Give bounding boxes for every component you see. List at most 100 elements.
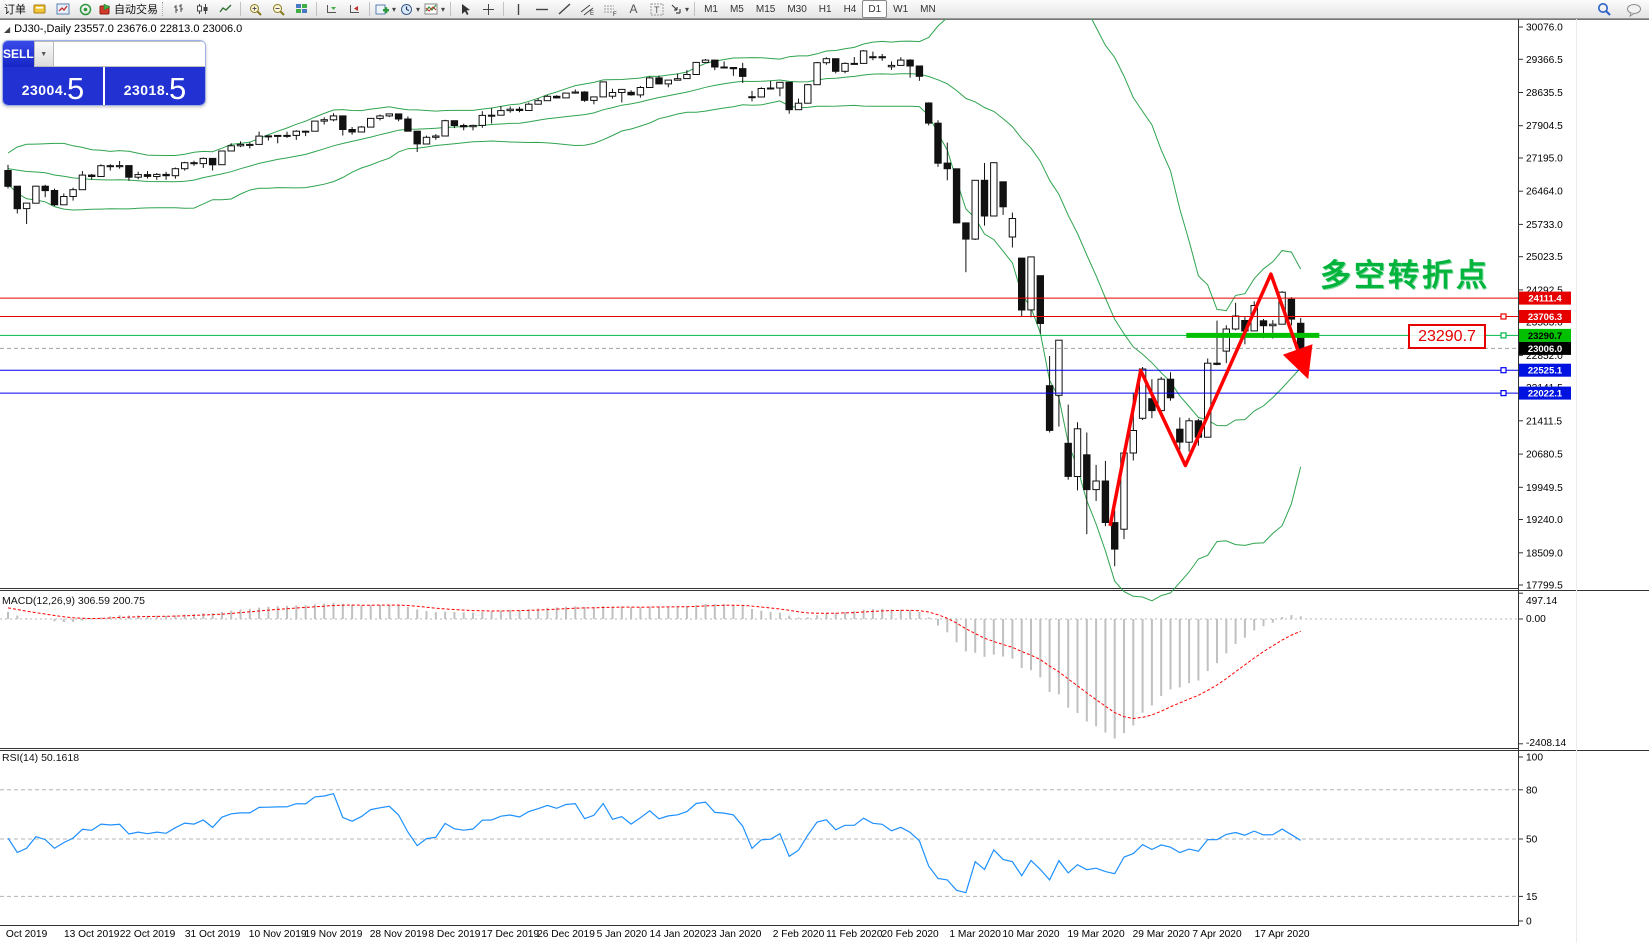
candle (376, 115, 384, 119)
line-chart-icon[interactable] (214, 1, 237, 18)
dropdown-caret-icon: ▾ (392, 4, 397, 14)
timeframe-M30[interactable]: M30 (787, 3, 807, 15)
candle (776, 81, 784, 89)
candle (980, 179, 989, 217)
bar-chart-icon[interactable] (168, 1, 191, 18)
order-button[interactable]: 订单 (2, 1, 28, 18)
charts-window-icon[interactable] (51, 1, 74, 18)
svg-text:23706.3: 23706.3 (1528, 312, 1562, 323)
main-toolbar: 订单 自动交易 (0, 0, 1649, 19)
timeframe-H1[interactable]: H1 (818, 3, 832, 15)
svg-text:22022.1: 22022.1 (1528, 389, 1563, 400)
svg-text:80: 80 (1526, 785, 1538, 796)
candle (906, 59, 914, 67)
trendline-tool[interactable] (553, 1, 576, 18)
timeframe-W1[interactable]: W1 (893, 3, 909, 15)
candle (813, 62, 821, 86)
indicators-button[interactable]: ▾ (422, 1, 447, 18)
candle (115, 165, 124, 168)
candle (218, 150, 226, 166)
turning-point-annotation[interactable]: 多空转折点 (1320, 258, 1490, 293)
candle (655, 77, 663, 85)
sell-button[interactable]: SELL (3, 41, 34, 67)
timeframe-MN[interactable]: MN (920, 3, 936, 15)
svg-text:T: T (654, 5, 660, 15)
timeframe-M15[interactable]: M15 (755, 3, 776, 15)
new-chart-button[interactable]: ▾ (373, 1, 398, 18)
chart-title: ◢ DJ30-,Daily 23557.0 23676.0 22813.0 23… (4, 23, 242, 35)
candle (134, 174, 142, 178)
candle (162, 173, 170, 177)
timeframe-M1[interactable]: M1 (704, 3, 718, 15)
level-handle[interactable] (1500, 367, 1507, 374)
rsi-panel: 100 80 50 15 0 (0, 753, 1543, 928)
autotrade-button[interactable]: 自动交易 (97, 1, 160, 18)
text-label-tool[interactable]: T (645, 1, 668, 18)
candle (227, 145, 235, 152)
sell-price-int: 23004 (21, 82, 64, 98)
candle (748, 96, 756, 99)
candle (1111, 522, 1119, 550)
price-box-annotation[interactable]: 23290.7 (1408, 324, 1486, 349)
svg-text:24111.4: 24111.4 (1528, 294, 1562, 305)
level-lines-layer (0, 297, 1518, 397)
level-handle[interactable] (1500, 313, 1507, 320)
horizontal-line-tool[interactable] (530, 1, 553, 18)
candle (41, 185, 49, 192)
candle (608, 92, 617, 97)
candle (850, 62, 858, 65)
period-button[interactable]: ▾ (398, 1, 422, 18)
candle (553, 95, 561, 99)
candle (1166, 378, 1175, 399)
svg-text:24292.5: 24292.5 (1526, 285, 1563, 296)
svg-text:25023.5: 25023.5 (1526, 252, 1563, 263)
svg-text:30076.0: 30076.0 (1526, 23, 1563, 34)
text-tool[interactable]: A (629, 2, 638, 16)
crosshair-icon[interactable] (477, 1, 500, 18)
zoom-out-icon[interactable] (267, 1, 290, 18)
sell-price-display[interactable]: 23004. 5 (3, 67, 103, 105)
candle (1287, 298, 1296, 320)
volume-input[interactable] (53, 41, 205, 67)
chat-icon[interactable] (1622, 1, 1645, 18)
vertical-line-tool[interactable] (507, 1, 530, 18)
equidistant-channel-tool[interactable]: E (576, 1, 599, 18)
chart-shift-icon[interactable] (343, 1, 366, 18)
zoom-in-icon[interactable] (244, 1, 267, 18)
signal-icon[interactable] (74, 1, 97, 18)
timeframe-H4[interactable]: H4 (843, 3, 857, 15)
zigzag-annotation[interactable] (1108, 272, 1313, 527)
candlestick-chart-icon[interactable] (191, 1, 214, 18)
new-order-icon[interactable] (28, 1, 51, 18)
cursor-icon[interactable] (454, 1, 477, 18)
search-icon[interactable] (1593, 1, 1616, 18)
svg-text:27195.0: 27195.0 (1526, 154, 1563, 165)
buy-price-display[interactable]: 23018. 5 (105, 67, 205, 105)
candle (878, 56, 886, 59)
svg-text:21411.5: 21411.5 (1526, 416, 1562, 427)
svg-text:13 Oct 2019: 13 Oct 2019 (64, 929, 120, 940)
bollinger-lower (7, 100, 1302, 602)
candle (766, 87, 775, 90)
timeframe-D1[interactable]: D1 (862, 0, 888, 18)
date-axis: Oct 2019 13 Oct 2019 22 Oct 2019 31 Oct 201… (6, 929, 1310, 940)
candle (562, 92, 570, 99)
candle (143, 174, 152, 177)
tile-windows-icon[interactable] (290, 1, 313, 18)
auto-scroll-icon[interactable] (320, 1, 343, 18)
candle (711, 59, 719, 68)
arrows-tool[interactable]: ▾ (668, 1, 691, 18)
svg-text:19 Mar 2020: 19 Mar 2020 (1067, 929, 1125, 940)
candle (990, 162, 998, 217)
svg-text:10 Nov 2019: 10 Nov 2019 (249, 929, 307, 940)
svg-text:26464.0: 26464.0 (1526, 187, 1563, 198)
level-handle[interactable] (1500, 390, 1507, 397)
fibonacci-tool[interactable]: F (599, 1, 622, 18)
candle (1083, 454, 1091, 491)
timeframe-M5[interactable]: M5 (729, 3, 744, 15)
macd-signal-line (7, 604, 1301, 720)
volume-down-button[interactable]: ▼ (33, 41, 54, 67)
bollinger-middle (7, 73, 1302, 427)
candle (915, 65, 924, 77)
level-handle[interactable] (1500, 332, 1507, 339)
